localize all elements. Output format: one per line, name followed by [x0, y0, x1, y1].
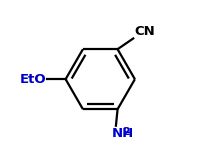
Text: NH: NH	[112, 127, 134, 140]
Text: 2: 2	[122, 127, 130, 137]
Text: EtO: EtO	[20, 73, 47, 86]
Text: CN: CN	[134, 25, 155, 38]
